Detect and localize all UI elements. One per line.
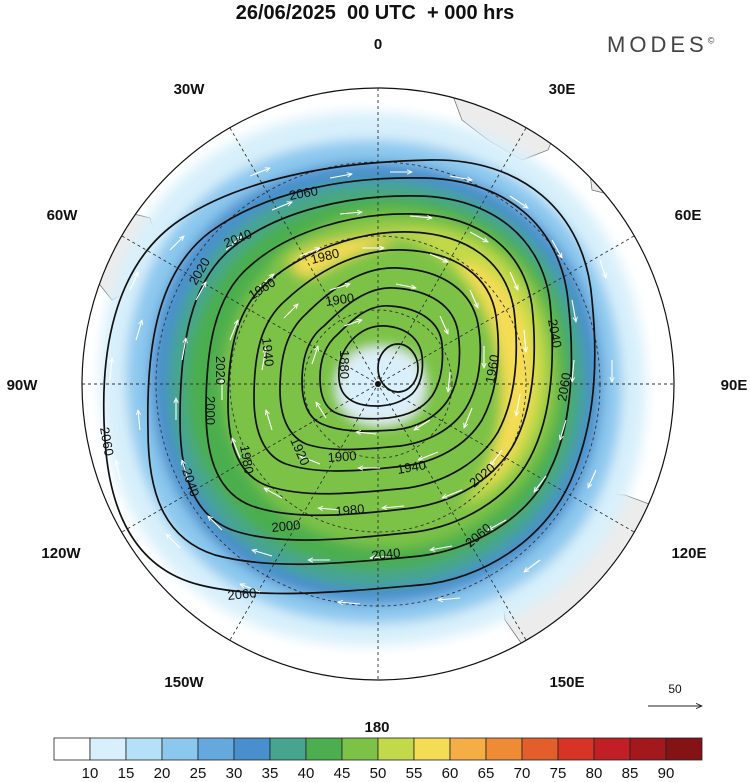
colorbar-tick-label: 25 bbox=[190, 765, 207, 782]
lon-label-90w: 90W bbox=[7, 377, 39, 394]
contour-label: 2000 bbox=[271, 517, 301, 535]
contour-1940 bbox=[279, 267, 482, 451]
lon-label-30e: 30E bbox=[549, 81, 576, 98]
contour-2020 bbox=[179, 195, 554, 541]
colorbar-tick-label: 10 bbox=[82, 765, 99, 782]
colorbar-swatch bbox=[53, 737, 91, 761]
colorbar-swatch bbox=[305, 737, 343, 761]
contour-label: 2060 bbox=[554, 371, 574, 402]
colorbar-tick-label: 35 bbox=[262, 765, 279, 782]
colorbar-swatch bbox=[125, 737, 163, 761]
contour-label: 2040 bbox=[371, 545, 401, 563]
lon-label-60e: 60E bbox=[675, 207, 702, 224]
height-contours bbox=[102, 159, 596, 595]
colorbar-tick-label: 45 bbox=[334, 765, 351, 782]
contour-label: 1940 bbox=[259, 337, 277, 367]
colorbar-tick-label: 70 bbox=[514, 765, 531, 782]
colorbar-swatch bbox=[89, 737, 127, 761]
colorbar: 10 15 20 25 30 35 40 45 50 55 60 65 70 75 80 85 90 bbox=[53, 737, 703, 782]
reference-vector: 50 bbox=[648, 682, 702, 706]
lon-label-150w: 150W bbox=[164, 674, 204, 691]
colorbar-tick-label: 60 bbox=[442, 765, 459, 782]
contour-label: 1900 bbox=[324, 290, 355, 309]
contour-label: 1960 bbox=[482, 353, 502, 384]
colorbar-tick-label: 15 bbox=[118, 765, 135, 782]
lon-label-0: 0 bbox=[374, 36, 382, 53]
colorbar-swatch bbox=[197, 737, 235, 761]
map-title: 26/06/2025 00 UTC + 000 hrs bbox=[235, 2, 515, 24]
colorbar-tick-label: 40 bbox=[298, 765, 315, 782]
contour-1900 bbox=[319, 305, 444, 420]
lon-label-120w: 120W bbox=[41, 545, 81, 562]
contour-polar-low bbox=[377, 343, 419, 393]
colorbar-swatch bbox=[341, 737, 379, 761]
contour-label: 1980 bbox=[335, 501, 365, 519]
contour-1980 bbox=[227, 231, 518, 495]
contour-label: 1980 bbox=[309, 245, 341, 267]
lon-label-30w: 30W bbox=[174, 81, 206, 98]
colorbar-swatch bbox=[161, 737, 199, 761]
colorbar-swatch bbox=[629, 737, 667, 761]
shade-55 bbox=[272, 226, 548, 508]
colorbar-swatch bbox=[269, 737, 307, 761]
contour-label: 2060 bbox=[97, 426, 117, 457]
reference-vector-label: 50 bbox=[668, 682, 682, 696]
colorbar-swatch bbox=[665, 737, 703, 761]
colorbar-swatch bbox=[593, 737, 631, 761]
colorbar-swatch bbox=[557, 737, 595, 761]
contour-label: 2060 bbox=[288, 183, 319, 203]
contour-label: 2040 bbox=[545, 318, 565, 349]
contour-2060 bbox=[102, 159, 596, 595]
colorbar-swatch bbox=[449, 737, 487, 761]
contour-label: 1880 bbox=[337, 350, 352, 379]
modes-logo: MODES© bbox=[607, 32, 714, 58]
copyright-mark: © bbox=[707, 35, 715, 46]
contour-label: 2060 bbox=[227, 585, 257, 603]
colorbar-tick-label: 30 bbox=[226, 765, 243, 782]
colorbar-swatch bbox=[521, 737, 559, 761]
longitude-labels: 0 30E 60E 90E 120E 150E 180 150W 120W 90… bbox=[7, 36, 748, 736]
contour-1960 bbox=[253, 249, 500, 472]
colorbar-tick-label: 65 bbox=[478, 765, 495, 782]
colorbar-swatch bbox=[413, 737, 451, 761]
contour-label: 2020 bbox=[213, 356, 228, 385]
wind-vectors bbox=[110, 168, 612, 604]
contour-label: 2000 bbox=[203, 396, 218, 425]
colorbar-swatch bbox=[485, 737, 523, 761]
contour-label: 1900 bbox=[327, 448, 357, 465]
land-madagascar bbox=[587, 149, 626, 196]
contour-label: 1940 bbox=[396, 457, 427, 477]
lon-label-180: 180 bbox=[364, 719, 389, 736]
brand-text: MODES bbox=[607, 32, 708, 57]
lon-label-60w: 60W bbox=[47, 207, 79, 224]
lon-label-120e: 120E bbox=[671, 545, 706, 562]
south-pole-marker bbox=[375, 381, 381, 387]
lon-label-90e: 90E bbox=[721, 377, 748, 394]
contour-label: 1980 bbox=[237, 444, 257, 475]
colorbar-tick-label: 80 bbox=[586, 765, 603, 782]
colorbar-tick-label: 75 bbox=[550, 765, 567, 782]
colorbar-tick-label: 55 bbox=[406, 765, 423, 782]
colorbar-tick-label: 20 bbox=[154, 765, 171, 782]
colorbar-tick-label: 85 bbox=[622, 765, 639, 782]
colorbar-tick-label: 90 bbox=[658, 765, 675, 782]
lon-label-150e: 150E bbox=[549, 674, 584, 691]
colorbar-tick-label: 50 bbox=[370, 765, 387, 782]
colorbar-swatch bbox=[233, 737, 271, 761]
contour-2000 bbox=[205, 213, 536, 517]
colorbar-swatch bbox=[377, 737, 415, 761]
map-boundary bbox=[81, 87, 675, 681]
contour-1880 bbox=[337, 325, 424, 407]
contour-2040 bbox=[146, 177, 573, 566]
